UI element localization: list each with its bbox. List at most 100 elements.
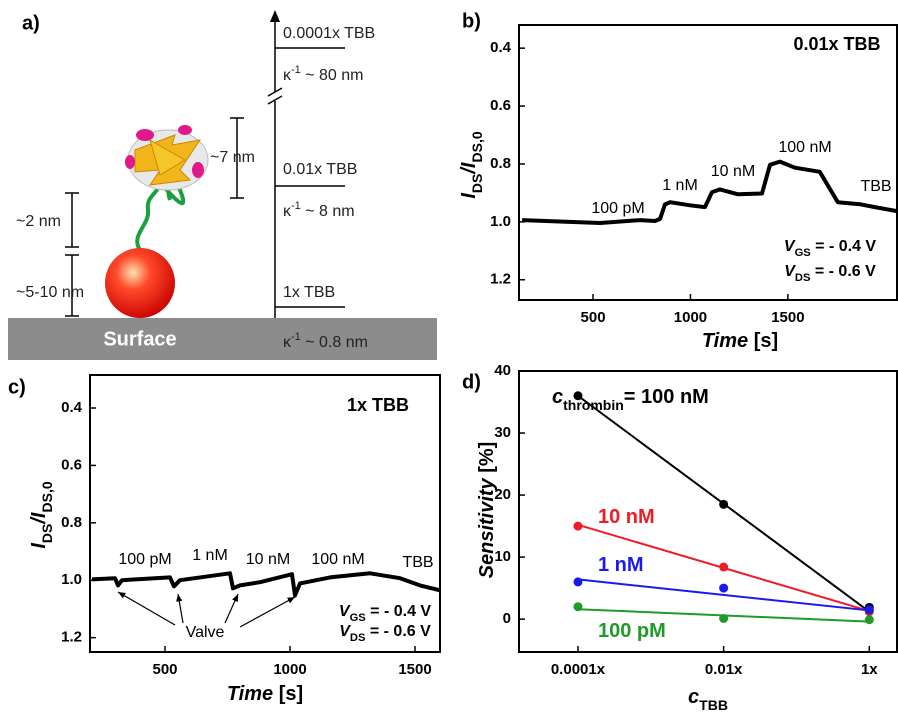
x-axis-label-part: [s] — [273, 683, 303, 705]
condition: VDS = - 0.6 V — [784, 263, 876, 284]
condition-part: V — [339, 603, 351, 620]
data-point — [573, 577, 583, 587]
kappa-sup: -1 — [291, 331, 301, 343]
nanoparticle — [105, 248, 175, 318]
x-tick-label: 0.01x — [705, 661, 743, 678]
x-tick-label: 1000 — [674, 309, 707, 326]
series-label-part: = 100 nM — [624, 386, 709, 408]
kappa: κ — [283, 203, 292, 220]
condition-part: V — [339, 623, 351, 640]
panel-label: a) — [22, 12, 40, 34]
y-tick-label: 0.4 — [490, 39, 512, 56]
data-point — [573, 521, 583, 531]
data-point — [719, 499, 729, 509]
plot-frame — [89, 374, 441, 653]
data-point — [573, 391, 583, 401]
condition-part: GS — [795, 247, 812, 259]
condition-part: = - 0.4 V — [366, 603, 432, 620]
condition: VGS = - 0.4 V — [784, 238, 877, 259]
series-label-part: c — [552, 386, 563, 408]
y-tick-label: 0.4 — [61, 399, 83, 416]
size-label: ~7 nm — [210, 149, 255, 166]
y-axis-label: Sensitivity [%] — [476, 442, 498, 579]
arrow — [239, 596, 296, 628]
arrow-head — [118, 592, 126, 599]
x-tick-label: 500 — [581, 309, 606, 326]
length: ~ 8 nm — [301, 203, 355, 220]
x-axis-label: Time [s] — [702, 330, 778, 352]
series-label-part: 1 nM — [598, 554, 644, 576]
condition-part: V — [784, 263, 796, 280]
y-axis-label-part: DS — [39, 524, 55, 543]
y-tick-label: 1.0 — [61, 571, 82, 588]
series-label: 100 pM — [598, 620, 666, 642]
length: ~ 80 nm — [301, 67, 364, 84]
series-label-part: 100 pM — [598, 620, 666, 642]
y-tick-label: 1.2 — [61, 629, 82, 646]
y-axis-label-part: DS,0 — [39, 481, 55, 512]
y-axis-label-part: /I — [458, 162, 480, 175]
annotation: 100 pM — [591, 200, 644, 217]
kappa-sup: -1 — [291, 200, 301, 212]
data-line — [522, 159, 898, 225]
y-axis-label-part: I — [458, 193, 480, 199]
y-tick-label: 0 — [503, 610, 511, 627]
series-label: 1 nM — [598, 554, 644, 576]
kappa: κ — [283, 67, 292, 84]
data-point — [719, 614, 729, 624]
series-label-part: thrombin — [563, 397, 624, 413]
data-point — [864, 605, 874, 615]
debye-length: κ-1 ~ 8 nm — [283, 200, 355, 220]
x-tick-label: 1500 — [771, 309, 804, 326]
axis-break — [267, 87, 283, 97]
panel-a: a) Surface 0.0001x TBB κ-1 ~ 80 nm 0.01x… — [8, 10, 437, 360]
condition-part: GS — [350, 612, 367, 624]
scale-bars — [65, 117, 244, 317]
level-label: 0.01x TBB — [283, 161, 357, 178]
plot-frame — [518, 370, 898, 653]
level-label: 0.0001x TBB — [283, 25, 375, 42]
plot-frame — [518, 24, 898, 301]
protein — [125, 125, 209, 191]
linker — [135, 181, 162, 252]
length: ~ 0.8 nm — [301, 334, 368, 351]
y-axis-label-part: [%] — [476, 442, 498, 479]
data-line — [91, 571, 441, 598]
debye-length: κ-1 ~ 0.8 nm — [283, 331, 368, 351]
size-label: ~2 nm — [16, 213, 61, 230]
x-axis-label: cTBB — [688, 686, 728, 712]
y-axis-label-part: /I — [28, 512, 50, 525]
y-tick-label: 40 — [494, 362, 511, 379]
surface — [8, 318, 437, 360]
y-axis-label-part: DS — [469, 174, 485, 193]
data-point — [864, 615, 874, 625]
y-tick-label: 0.6 — [490, 97, 511, 114]
x-axis-label-part: Time — [227, 683, 273, 705]
condition-part: = - 0.6 V — [365, 623, 431, 640]
arrow-head — [176, 594, 183, 602]
x-axis-label-part: TBB — [699, 697, 728, 713]
x-axis-label: Time [s] — [227, 683, 303, 705]
arrow-head — [270, 10, 280, 22]
y-axis-label-part: DS,0 — [469, 131, 485, 162]
annotation: 100 pM — [118, 551, 171, 568]
y-tick-label: 1.2 — [490, 271, 511, 288]
panel-label: b) — [462, 10, 481, 32]
fit-line — [577, 578, 870, 612]
x-tick-label: 500 — [152, 661, 177, 678]
series-label-part: 10 nM — [598, 506, 655, 528]
y-axis-label-part: Sensitivity — [476, 477, 498, 578]
chart-title: 0.01x TBB — [793, 34, 880, 54]
chart-title: 1x TBB — [347, 395, 409, 415]
annotation: Valve — [186, 624, 225, 641]
level-label: 1x TBB — [283, 284, 335, 301]
annotation: 1 nM — [192, 547, 228, 564]
x-axis-label-part: [s] — [748, 330, 778, 352]
axis-break — [267, 95, 283, 105]
axis-break — [268, 92, 282, 101]
panel-label: d) — [462, 371, 481, 393]
x-axis-label-part: Time — [702, 330, 748, 352]
condition: VDS = - 0.6 V — [339, 623, 431, 644]
kappa: κ — [283, 334, 292, 351]
